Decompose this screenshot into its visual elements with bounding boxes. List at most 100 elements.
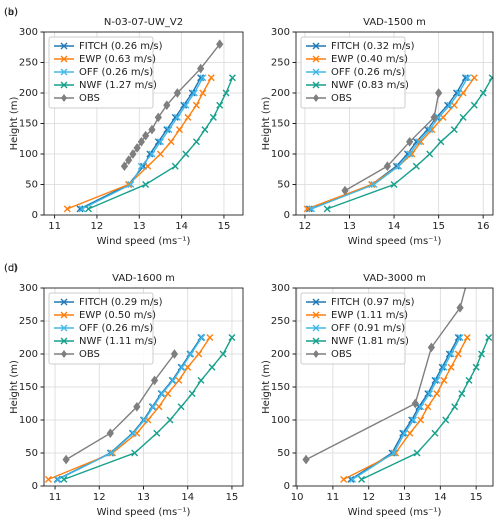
marker (199, 89, 207, 97)
legend-marker (60, 81, 68, 89)
marker (163, 100, 171, 111)
x-tick-label: 13 (133, 221, 146, 232)
marker (302, 454, 310, 465)
x-tick-label: 14 (181, 492, 194, 503)
marker (219, 350, 227, 358)
marker (141, 130, 150, 141)
series-line (343, 337, 468, 481)
marker (340, 475, 348, 483)
x-tick-label: 14 (175, 221, 188, 232)
marker (438, 363, 446, 371)
marker (190, 89, 198, 97)
marker (431, 429, 439, 437)
legend-label: FITCH (0.26 m/s) (79, 41, 163, 52)
legend-marker (60, 68, 68, 76)
x-tick-label: 12 (93, 492, 106, 503)
marker (182, 101, 190, 109)
marker (461, 74, 469, 82)
marker (198, 334, 206, 341)
marker (197, 376, 205, 384)
legend-label: OBS (331, 93, 352, 104)
marker (470, 74, 478, 82)
marker (479, 89, 487, 97)
marker (383, 161, 391, 172)
marker (120, 161, 129, 172)
marker (109, 449, 117, 457)
marker (401, 429, 409, 437)
marker (62, 454, 70, 465)
x-axis-label: Wind speed (ms⁻¹) (348, 507, 442, 518)
series-line (57, 337, 203, 481)
y-tick-label: 250 (19, 58, 38, 69)
legend-marker (312, 298, 320, 306)
marker (450, 126, 458, 134)
y-tick-label: 250 (19, 316, 38, 327)
series-line (326, 77, 493, 210)
x-tick-label: 15 (226, 492, 239, 503)
y-tick-label: 250 (271, 316, 290, 327)
x-tick-label: 13 (137, 492, 150, 503)
y-tick-label: 50 (277, 180, 290, 191)
legend-label: NWF (1.27 m/s) (79, 80, 157, 91)
marker (349, 475, 357, 483)
marker (125, 155, 133, 165)
marker (408, 416, 416, 424)
legend-marker (60, 55, 68, 63)
marker (137, 162, 145, 170)
legend-label: FITCH (0.29 m/s) (79, 297, 163, 308)
marker (170, 349, 179, 359)
marker (411, 398, 419, 409)
legend-label: OBS (331, 349, 352, 360)
y-tick-label: 200 (19, 349, 38, 360)
marker (209, 113, 217, 121)
legend-marker (312, 42, 320, 50)
marker (44, 475, 52, 483)
x-tick-label: 11 (48, 221, 61, 232)
marker (184, 363, 192, 371)
marker (208, 363, 216, 371)
chart-title: N-03-07-UW_V2 (104, 17, 183, 28)
plot-area (303, 74, 493, 213)
marker (206, 334, 214, 341)
marker (195, 350, 203, 358)
marker (392, 449, 400, 457)
marker (406, 150, 414, 158)
marker (127, 181, 135, 188)
y-tick-label: 100 (19, 149, 38, 160)
marker (370, 181, 378, 188)
chart-title: VAD-3000 m (363, 273, 426, 284)
x-tick-label: 13 (398, 492, 411, 503)
marker (228, 74, 236, 82)
marker (192, 138, 200, 146)
x-tick-label: 12 (91, 221, 104, 232)
legend-label: OFF (0.91 m/s) (331, 323, 405, 334)
marker (201, 126, 209, 134)
y-tick-label: 50 (25, 180, 38, 191)
y-tick-label: 0 (32, 210, 38, 221)
legend-label: EWP (0.40 m/s) (331, 54, 408, 65)
marker (440, 363, 448, 371)
y-tick-label: 150 (19, 119, 38, 130)
marker (415, 138, 423, 146)
marker (323, 205, 331, 213)
marker (197, 63, 205, 74)
legend-label: OFF (0.26 m/s) (79, 67, 153, 78)
marker (131, 449, 139, 457)
y-axis-label: Height (m) (261, 360, 272, 414)
marker (452, 89, 460, 97)
x-tick-label: 15 (218, 221, 231, 232)
marker (431, 376, 439, 384)
marker (184, 113, 192, 121)
chart-title: VAD-1500 m (363, 17, 426, 28)
legend-marker (312, 68, 320, 76)
marker (435, 113, 443, 121)
marker (175, 376, 183, 384)
x-tick-label: 12 (362, 492, 375, 503)
y-tick-label: 200 (19, 88, 38, 99)
marker (488, 74, 493, 82)
panel-label: (c) (4, 263, 17, 274)
y-tick-label: 150 (271, 119, 290, 130)
legend-label: OFF (0.26 m/s) (331, 67, 405, 78)
y-tick-label: 150 (19, 382, 38, 393)
